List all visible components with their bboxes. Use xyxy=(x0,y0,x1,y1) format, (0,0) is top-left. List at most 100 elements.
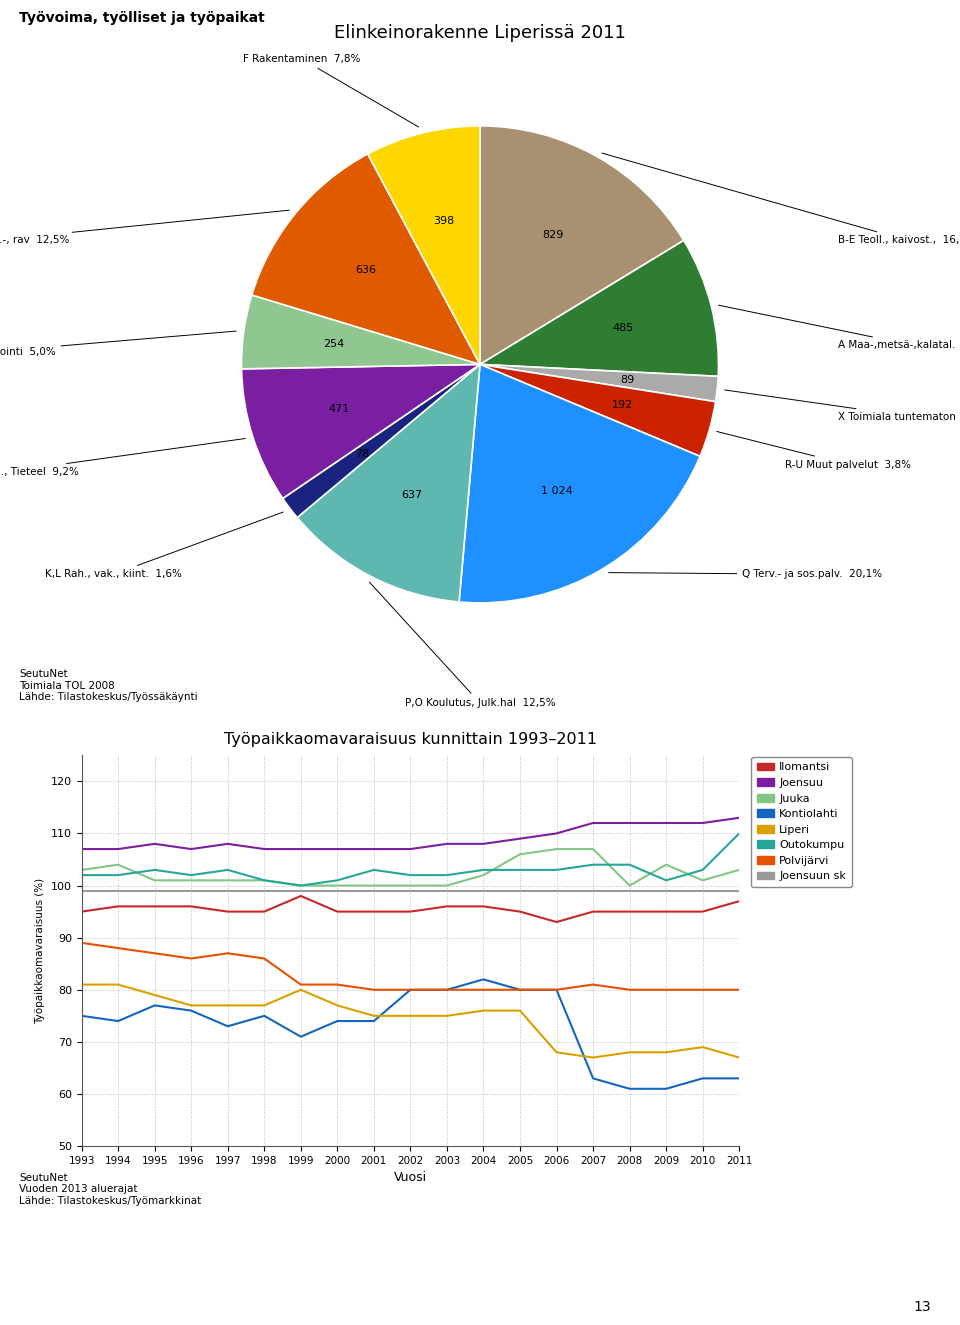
Text: 471: 471 xyxy=(328,404,349,415)
Title: Työpaikkaomavaraisuus kunnittain 1993–2011: Työpaikkaomavaraisuus kunnittain 1993–20… xyxy=(224,733,597,747)
Juuka xyxy=(295,877,306,893)
Joensuu xyxy=(551,825,563,841)
Joensuun sk xyxy=(660,882,672,898)
Polvijärvi xyxy=(404,982,416,998)
Text: Q Terv.- ja sos.palv.  20,1%: Q Terv.- ja sos.palv. 20,1% xyxy=(609,570,882,579)
Kontiolahti xyxy=(331,1014,343,1030)
Text: K,L Rah., vak., kiint.  1,6%: K,L Rah., vak., kiint. 1,6% xyxy=(45,511,283,579)
Text: R-U Muut palvelut  3,8%: R-U Muut palvelut 3,8% xyxy=(717,432,911,469)
Joensuun sk xyxy=(331,882,343,898)
Juuka xyxy=(112,857,124,873)
Joensuu xyxy=(258,841,270,857)
Polvijärvi xyxy=(588,977,599,992)
Kontiolahti xyxy=(733,1071,745,1086)
Polvijärvi xyxy=(551,982,563,998)
Joensuu xyxy=(404,841,416,857)
Joensuun sk xyxy=(258,882,270,898)
Ilomantsi xyxy=(442,898,453,914)
Joensuun sk xyxy=(624,882,636,898)
Liperi xyxy=(515,1003,526,1019)
Joensuu xyxy=(588,815,599,831)
Text: 89: 89 xyxy=(620,375,635,384)
Text: 1 024: 1 024 xyxy=(540,486,572,496)
Text: SeutuNet
Toimiala TOL 2008
Lähde: Tilastokeskus/Työssäkäynti: SeutuNet Toimiala TOL 2008 Lähde: Tilast… xyxy=(19,669,198,702)
Juuka xyxy=(368,877,379,893)
Outokumpu xyxy=(442,867,453,882)
Joensuu xyxy=(624,815,636,831)
Joensuu xyxy=(222,836,233,852)
Kontiolahti xyxy=(442,982,453,998)
Text: Työvoima, työlliset ja työpaikat: Työvoima, työlliset ja työpaikat xyxy=(19,11,265,25)
Ilomantsi xyxy=(697,904,708,920)
Joensuu xyxy=(733,810,745,825)
Ilomantsi xyxy=(185,898,197,914)
Text: X Toimiala tuntematon  1,7%: X Toimiala tuntematon 1,7% xyxy=(725,390,960,421)
Polvijärvi xyxy=(331,977,343,992)
Liperi xyxy=(331,998,343,1014)
Liperi xyxy=(222,998,233,1014)
Polvijärvi xyxy=(112,941,124,957)
Wedge shape xyxy=(283,364,480,518)
Kontiolahti xyxy=(588,1071,599,1086)
Ilomantsi xyxy=(112,898,124,914)
Wedge shape xyxy=(480,364,715,456)
Joensuu xyxy=(660,815,672,831)
Text: 192: 192 xyxy=(612,400,633,409)
Outokumpu xyxy=(515,863,526,878)
Liperi xyxy=(404,1008,416,1024)
Outokumpu xyxy=(733,825,745,841)
Polvijärvi xyxy=(478,982,490,998)
Kontiolahti xyxy=(624,1081,636,1097)
Text: P,O Koulutus, Julk.hal  12,5%: P,O Koulutus, Julk.hal 12,5% xyxy=(370,582,555,708)
Ilomantsi xyxy=(478,898,490,914)
Text: 637: 637 xyxy=(401,490,422,501)
Juuka xyxy=(660,857,672,873)
Line: Outokumpu: Outokumpu xyxy=(82,833,739,885)
Liperi xyxy=(624,1044,636,1060)
Kontiolahti xyxy=(478,971,490,987)
Text: B-E Teoll., kaivost.,  16,3%: B-E Teoll., kaivost., 16,3% xyxy=(602,154,960,245)
Kontiolahti xyxy=(222,1019,233,1035)
Polvijärvi xyxy=(624,982,636,998)
Kontiolahti xyxy=(515,982,526,998)
Joensuu xyxy=(331,841,343,857)
Wedge shape xyxy=(252,154,480,364)
Polvijärvi xyxy=(149,945,160,961)
Juuka xyxy=(515,847,526,863)
Wedge shape xyxy=(480,126,684,364)
Joensuun sk xyxy=(551,882,563,898)
Ilomantsi xyxy=(660,904,672,920)
Juuka xyxy=(551,841,563,857)
Juuka xyxy=(697,872,708,888)
Joensuu xyxy=(185,841,197,857)
Outokumpu xyxy=(624,857,636,873)
Liperi xyxy=(368,1008,379,1024)
Joensuun sk xyxy=(149,882,160,898)
Juuka xyxy=(185,872,197,888)
Text: 78: 78 xyxy=(355,449,370,458)
Joensuun sk xyxy=(368,882,379,898)
Joensuun sk xyxy=(404,882,416,898)
Legend: Ilomantsi, Joensuu, Juuka, Kontiolahti, Liperi, Outokumpu, Polvijärvi, Joensuun : Ilomantsi, Joensuu, Juuka, Kontiolahti, … xyxy=(752,757,852,886)
Kontiolahti xyxy=(76,1008,87,1024)
Polvijärvi xyxy=(442,982,453,998)
Outokumpu xyxy=(404,867,416,882)
Joensuun sk xyxy=(442,882,453,898)
Ilomantsi xyxy=(733,893,745,909)
Ilomantsi xyxy=(258,904,270,920)
Kontiolahti xyxy=(660,1081,672,1097)
Ilomantsi xyxy=(331,904,343,920)
Text: SeutuNet
Vuoden 2013 aluerajat
Lähde: Tilastokeskus/Työmarkkinat: SeutuNet Vuoden 2013 aluerajat Lähde: Ti… xyxy=(19,1173,202,1206)
Joensuu xyxy=(697,815,708,831)
Text: 485: 485 xyxy=(612,323,634,333)
Wedge shape xyxy=(480,240,718,376)
Polvijärvi xyxy=(295,977,306,992)
Liperi xyxy=(660,1044,672,1060)
Text: J,M,N Inform., Tieteel  9,2%: J,M,N Inform., Tieteel 9,2% xyxy=(0,439,246,477)
Joensuun sk xyxy=(295,882,306,898)
Joensuu xyxy=(368,841,379,857)
Juuka xyxy=(76,863,87,878)
Juuka xyxy=(258,872,270,888)
Liperi xyxy=(588,1049,599,1065)
Outokumpu xyxy=(185,867,197,882)
